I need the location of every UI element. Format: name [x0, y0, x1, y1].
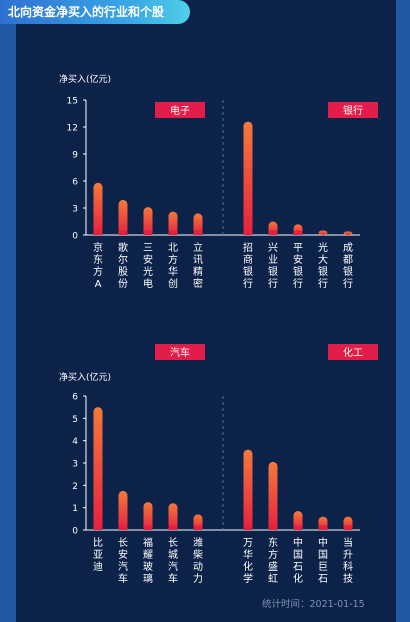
y-tick-label: 3	[72, 205, 78, 215]
industry-tag	[155, 344, 205, 360]
category-label: 成都银行	[343, 242, 353, 290]
category-label: 比亚迪	[93, 537, 103, 573]
category-label: 中国巨石	[318, 536, 328, 585]
y-tick-label: 2	[72, 482, 78, 492]
bar	[243, 121, 253, 235]
bar	[343, 231, 353, 235]
bar	[143, 502, 153, 530]
bar-base	[293, 525, 303, 530]
category-label: 招商银行	[243, 241, 253, 290]
industry-tag-label: 电子	[170, 104, 190, 117]
y-tick-label: 5	[72, 415, 78, 425]
category-label: 长城汽车	[168, 537, 178, 585]
industry-tag-label: 银行	[343, 104, 363, 117]
category-label: 京东方 A	[93, 241, 103, 290]
bar-base	[343, 525, 353, 530]
bar-base	[93, 525, 103, 530]
category-label: 潍柴动力	[193, 537, 203, 585]
bar	[118, 490, 128, 530]
bar-base	[193, 230, 203, 235]
bar	[93, 407, 103, 530]
bar	[243, 449, 253, 530]
bar-base	[143, 525, 153, 530]
category-label: 福耀玻璃	[143, 536, 153, 585]
bar-base	[118, 230, 128, 235]
industry-tag-label: 化工	[343, 346, 363, 359]
bar	[168, 211, 178, 235]
bar-base	[118, 525, 128, 530]
bar-base	[243, 230, 253, 235]
category-label: 北方华创	[168, 242, 178, 290]
category-label: 长安汽车	[118, 537, 128, 585]
bar	[193, 213, 203, 235]
bar-base	[93, 230, 103, 235]
y-tick-label: 12	[67, 124, 78, 134]
industry-tag-label: 汽车	[170, 346, 190, 359]
bar	[118, 199, 128, 235]
category-label: 歌尔股份	[118, 241, 128, 290]
bar	[143, 207, 153, 235]
category-label: 中国石化	[293, 536, 303, 585]
y-tick-label: 4	[72, 437, 78, 447]
page-title: 北向资金净买入的行业和个股	[0, 0, 190, 24]
category-label: 东方盛虹	[268, 536, 278, 585]
y-tick-label: 1	[72, 504, 78, 514]
category-label: 万华化学	[243, 538, 253, 585]
bar-base	[293, 230, 303, 235]
bar	[268, 461, 278, 530]
industry-tag	[155, 102, 205, 118]
y-axis-label: 净买入(亿元)	[59, 73, 111, 85]
category-label: 立讯精密	[193, 241, 203, 290]
bar	[93, 182, 103, 235]
bar	[318, 230, 328, 235]
category-label: 光大银行	[318, 241, 328, 290]
industry-tag	[328, 102, 378, 118]
bar-base	[268, 525, 278, 530]
y-tick-label: 0	[72, 232, 78, 242]
industry-tag	[328, 344, 378, 360]
y-axis-label: 净买入(亿元)	[59, 371, 111, 383]
bar-base	[143, 230, 153, 235]
bar-base	[193, 525, 203, 530]
category-label: 当升科技	[343, 536, 353, 585]
y-tick-label: 9	[72, 151, 78, 161]
y-tick-label: 3	[72, 460, 78, 470]
y-tick-label: 6	[72, 393, 78, 403]
y-tick-label: 0	[72, 527, 78, 537]
bar-base	[168, 525, 178, 530]
statistics-date: 统计时间：2021-01-15	[262, 599, 365, 610]
bar	[168, 503, 178, 530]
bar-base	[168, 230, 178, 235]
bar-base	[243, 525, 253, 530]
y-tick-label: 15	[67, 97, 78, 107]
category-label: 平安银行	[293, 243, 303, 290]
category-label: 三安光电	[143, 243, 153, 290]
bar-base	[318, 525, 328, 530]
bar	[293, 511, 303, 530]
bar-base	[268, 230, 278, 235]
y-tick-label: 6	[72, 178, 78, 188]
category-label: 兴业银行	[268, 242, 278, 290]
